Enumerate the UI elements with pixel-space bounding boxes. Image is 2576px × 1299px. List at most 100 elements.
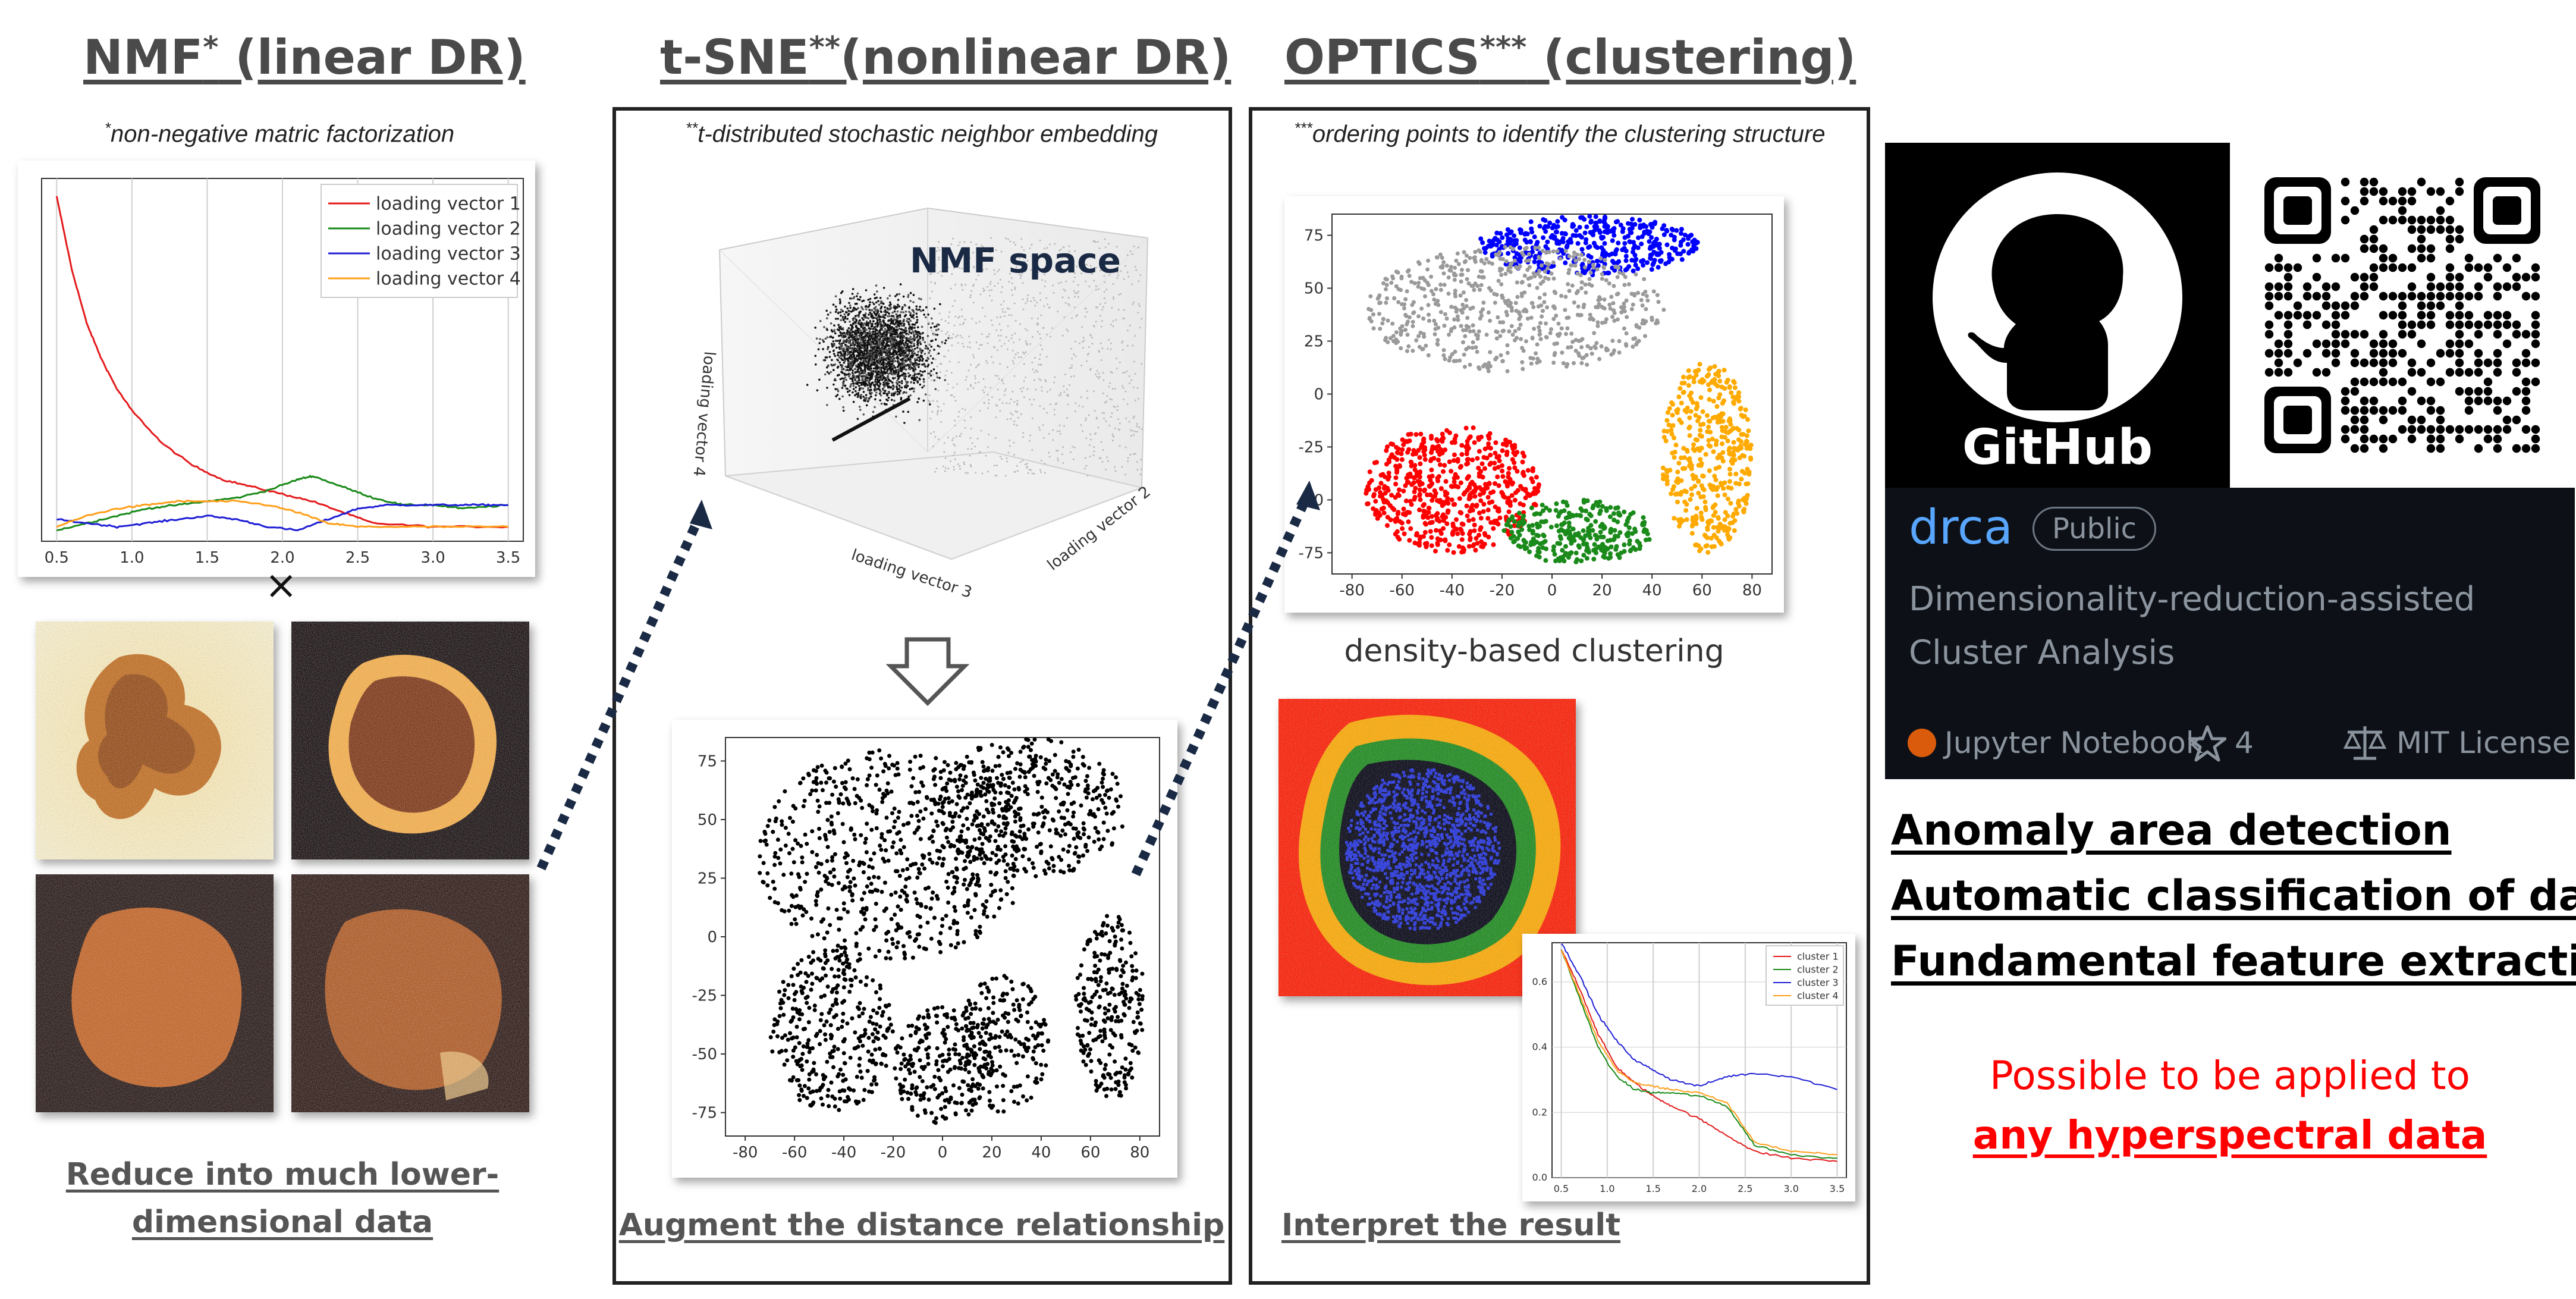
nmf-point bbox=[998, 378, 1000, 380]
tsne-point bbox=[944, 879, 949, 884]
tsne-point bbox=[813, 788, 818, 793]
nmf-point bbox=[938, 376, 941, 379]
tsne-point bbox=[802, 986, 806, 990]
nmf-point bbox=[912, 323, 915, 326]
nmf-point bbox=[1007, 238, 1009, 240]
tsne-point bbox=[819, 1012, 824, 1016]
tsne-point bbox=[789, 903, 794, 908]
nmf-point bbox=[849, 346, 851, 349]
nmf-point bbox=[966, 256, 968, 259]
tsne-point bbox=[990, 785, 995, 789]
tsne-point bbox=[847, 990, 852, 994]
nmf-point bbox=[916, 316, 918, 318]
nmf-point bbox=[1017, 416, 1019, 419]
nmf-point bbox=[1003, 343, 1006, 345]
tsne-point bbox=[879, 1062, 884, 1066]
nmf-point bbox=[923, 381, 925, 383]
nmf-point bbox=[1085, 437, 1088, 440]
nmf-point bbox=[997, 388, 999, 391]
nmf-point bbox=[922, 309, 925, 312]
tsne-point bbox=[853, 1046, 858, 1050]
nmf-point bbox=[1088, 414, 1090, 416]
tsne-point bbox=[975, 873, 979, 877]
nmf-point bbox=[892, 369, 895, 372]
nmf-point bbox=[1104, 401, 1106, 404]
nmf-point bbox=[899, 350, 901, 353]
nmf-point bbox=[918, 366, 920, 368]
tsne-point bbox=[884, 815, 889, 820]
tsne-point bbox=[882, 880, 887, 885]
nmf-point bbox=[841, 347, 844, 350]
nmf-point bbox=[938, 249, 941, 252]
nmf-point bbox=[973, 356, 975, 359]
tsne-point bbox=[861, 1033, 866, 1038]
nmf-point bbox=[963, 463, 966, 465]
nmf-point bbox=[1004, 390, 1006, 392]
tsne-point bbox=[1074, 845, 1079, 849]
tsne-point bbox=[802, 1084, 807, 1088]
tsne-point bbox=[892, 807, 897, 811]
nmf-point bbox=[872, 356, 875, 359]
nmf-point bbox=[881, 366, 883, 369]
nmf-point bbox=[1080, 272, 1082, 275]
tsne-point bbox=[896, 772, 901, 777]
tsne-point bbox=[853, 975, 858, 980]
nmf-point bbox=[1088, 353, 1090, 354]
nmf-point bbox=[862, 382, 865, 385]
tsne-point bbox=[1039, 795, 1044, 800]
nmf-point bbox=[1019, 277, 1022, 279]
tsne-point bbox=[796, 903, 800, 908]
tsne-point bbox=[824, 1019, 829, 1024]
nmf-point bbox=[969, 454, 971, 457]
nmf-point bbox=[911, 309, 914, 311]
nmf-point bbox=[872, 350, 875, 352]
tsne-point bbox=[917, 932, 921, 937]
nmf-point bbox=[857, 298, 859, 300]
nmf-point bbox=[862, 327, 865, 330]
tsne-point bbox=[837, 799, 841, 804]
nmf-point bbox=[1102, 448, 1104, 451]
tsne-point bbox=[931, 768, 936, 773]
nmf-point bbox=[1067, 330, 1069, 332]
nmf-point bbox=[896, 343, 898, 346]
tsne-point bbox=[827, 830, 832, 834]
nmf-point bbox=[855, 321, 857, 324]
nmf-point bbox=[1070, 347, 1072, 350]
tsne-point bbox=[868, 1015, 873, 1019]
nmf-point bbox=[1041, 279, 1043, 281]
tsne-point bbox=[808, 1046, 812, 1051]
nmf-point bbox=[824, 373, 827, 376]
nmf-point bbox=[1104, 281, 1106, 283]
nmf-point bbox=[1049, 388, 1051, 391]
nmf-point bbox=[1095, 266, 1098, 269]
tsne-point bbox=[992, 889, 997, 893]
nmf-point bbox=[888, 315, 891, 318]
nmf-point bbox=[853, 338, 856, 341]
nmf-point bbox=[870, 325, 873, 328]
tsne-point bbox=[1031, 821, 1035, 826]
nmf-point bbox=[922, 338, 925, 341]
tsne-point bbox=[846, 909, 850, 914]
nmf-point bbox=[945, 339, 947, 342]
nmf-point bbox=[872, 373, 874, 376]
nmf-point bbox=[852, 359, 854, 362]
nmf-point bbox=[915, 312, 918, 315]
tsne-point bbox=[1094, 795, 1099, 800]
tsne-point bbox=[905, 867, 910, 871]
tsne-point bbox=[823, 768, 828, 773]
nmf-point bbox=[909, 363, 912, 366]
tsne-point bbox=[1011, 861, 1016, 866]
nmf-point bbox=[1112, 296, 1114, 299]
nmf-space-label: NMF space bbox=[910, 240, 1121, 281]
nmf-point bbox=[916, 331, 919, 333]
nmf-point bbox=[915, 363, 918, 366]
tsne-point bbox=[934, 819, 939, 824]
tsne-point bbox=[1087, 765, 1092, 770]
tsne-point bbox=[842, 1088, 847, 1093]
tsne-point bbox=[979, 831, 984, 836]
tsne-point bbox=[905, 857, 910, 862]
tsne-point bbox=[810, 788, 815, 793]
tsne-point bbox=[876, 876, 881, 880]
nmf-point bbox=[963, 419, 966, 422]
tsne-point bbox=[1032, 774, 1036, 778]
